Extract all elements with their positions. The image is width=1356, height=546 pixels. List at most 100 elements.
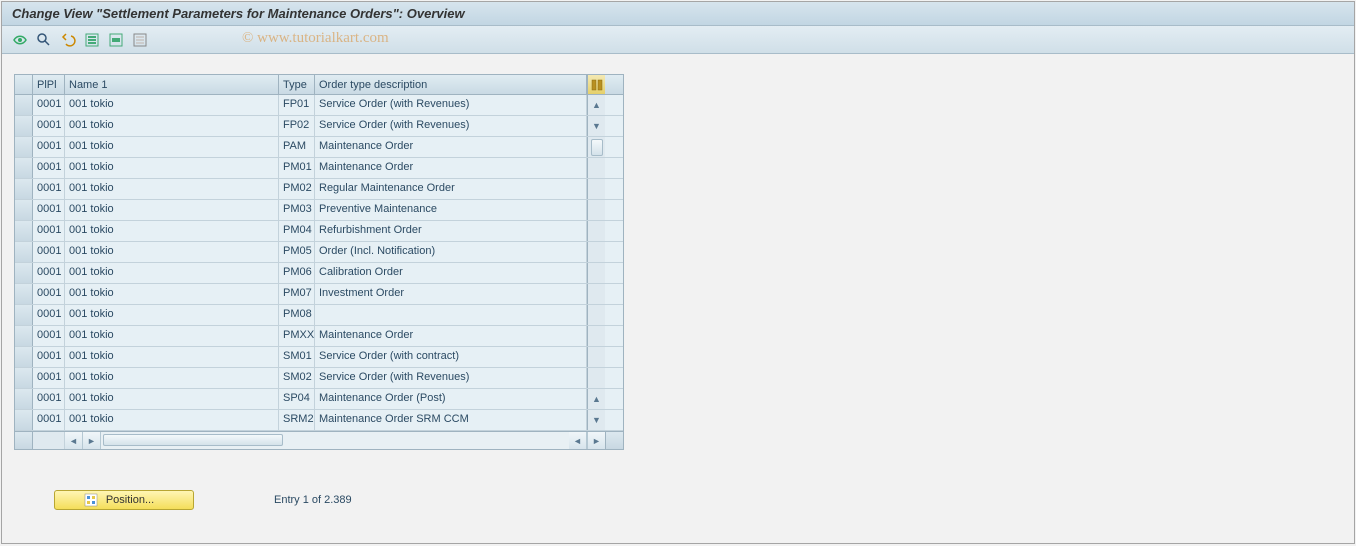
cell-desc[interactable]: Maintenance Order	[315, 158, 587, 178]
cell-type[interactable]: PM05	[279, 242, 315, 262]
vscroll-cell[interactable]: ▼	[587, 410, 605, 430]
cell-desc[interactable]: Refurbishment Order	[315, 221, 587, 241]
table-row[interactable]: 0001001 tokioPAMMaintenance Order	[15, 137, 623, 158]
cell-desc[interactable]: Service Order (with contract)	[315, 347, 587, 367]
cell-name[interactable]: 001 tokio	[65, 284, 279, 304]
cell-plpl[interactable]: 0001	[33, 179, 65, 199]
cell-type[interactable]: SP04	[279, 389, 315, 409]
vscroll-cell[interactable]: ▲	[587, 95, 605, 115]
table-row[interactable]: 0001001 tokioPMXXMaintenance Order	[15, 326, 623, 347]
table-row[interactable]: 0001001 tokioPM06Calibration Order	[15, 263, 623, 284]
cell-desc[interactable]	[315, 305, 587, 325]
cell-desc[interactable]: Maintenance Order SRM CCM	[315, 410, 587, 430]
hscroll-track[interactable]	[101, 432, 569, 449]
cell-plpl[interactable]: 0001	[33, 116, 65, 136]
cell-plpl[interactable]: 0001	[33, 389, 65, 409]
cell-name[interactable]: 001 tokio	[65, 116, 279, 136]
scroll-right-icon[interactable]: ►	[83, 432, 101, 449]
cell-plpl[interactable]: 0001	[33, 410, 65, 430]
row-selector[interactable]	[15, 326, 33, 346]
table-row[interactable]: 0001001 tokioPM01Maintenance Order	[15, 158, 623, 179]
cell-plpl[interactable]: 0001	[33, 326, 65, 346]
cell-type[interactable]: PMXX	[279, 326, 315, 346]
cell-name[interactable]: 001 tokio	[65, 368, 279, 388]
row-selector[interactable]	[15, 284, 33, 304]
col-header-desc[interactable]: Order type description	[315, 75, 587, 94]
position-button[interactable]: Position...	[54, 490, 194, 510]
row-selector[interactable]	[15, 263, 33, 283]
table-row[interactable]: 0001001 tokioPM05Order (Incl. Notificati…	[15, 242, 623, 263]
cell-type[interactable]: PM01	[279, 158, 315, 178]
cell-name[interactable]: 001 tokio	[65, 179, 279, 199]
other-view-icon[interactable]	[10, 30, 30, 50]
cell-desc[interactable]: Calibration Order	[315, 263, 587, 283]
cell-plpl[interactable]: 0001	[33, 200, 65, 220]
row-selector[interactable]	[15, 242, 33, 262]
cell-plpl[interactable]: 0001	[33, 137, 65, 157]
cell-type[interactable]: SM01	[279, 347, 315, 367]
select-all-column[interactable]	[15, 75, 33, 94]
row-selector[interactable]	[15, 368, 33, 388]
cell-type[interactable]: FP02	[279, 116, 315, 136]
row-selector[interactable]	[15, 221, 33, 241]
cell-desc[interactable]: Regular Maintenance Order	[315, 179, 587, 199]
scroll-left2-icon[interactable]: ◄	[569, 432, 587, 449]
cell-type[interactable]: PM03	[279, 200, 315, 220]
undo-icon[interactable]	[58, 30, 78, 50]
find-icon[interactable]	[34, 30, 54, 50]
col-header-plpl[interactable]: PlPl	[33, 75, 65, 94]
cell-name[interactable]: 001 tokio	[65, 347, 279, 367]
row-selector[interactable]	[15, 200, 33, 220]
row-selector[interactable]	[15, 179, 33, 199]
cell-name[interactable]: 001 tokio	[65, 305, 279, 325]
configure-columns-icon[interactable]	[587, 75, 605, 94]
row-selector[interactable]	[15, 95, 33, 115]
table-row[interactable]: 0001001 tokioSRM2Maintenance Order SRM C…	[15, 410, 623, 431]
row-selector[interactable]	[15, 116, 33, 136]
row-selector[interactable]	[15, 389, 33, 409]
deselect-all-icon[interactable]	[130, 30, 150, 50]
table-row[interactable]: 0001001 tokioSM01Service Order (with con…	[15, 347, 623, 368]
cell-desc[interactable]: Maintenance Order	[315, 326, 587, 346]
row-selector[interactable]	[15, 305, 33, 325]
vscroll-cell[interactable]: ▲	[587, 389, 605, 409]
cell-name[interactable]: 001 tokio	[65, 410, 279, 430]
cell-type[interactable]: PM08	[279, 305, 315, 325]
cell-name[interactable]: 001 tokio	[65, 389, 279, 409]
table-row[interactable]: 0001001 tokioPM02Regular Maintenance Ord…	[15, 179, 623, 200]
row-selector[interactable]	[15, 158, 33, 178]
cell-plpl[interactable]: 0001	[33, 305, 65, 325]
cell-type[interactable]: SM02	[279, 368, 315, 388]
cell-name[interactable]: 001 tokio	[65, 242, 279, 262]
hscroll-thumb[interactable]	[103, 434, 283, 446]
select-block-icon[interactable]	[106, 30, 126, 50]
table-row[interactable]: 0001001 tokioPM08	[15, 305, 623, 326]
cell-desc[interactable]: Investment Order	[315, 284, 587, 304]
cell-desc[interactable]: Order (Incl. Notification)	[315, 242, 587, 262]
scroll-left-icon[interactable]: ◄	[65, 432, 83, 449]
cell-name[interactable]: 001 tokio	[65, 137, 279, 157]
cell-desc[interactable]: Service Order (with Revenues)	[315, 95, 587, 115]
row-selector[interactable]	[15, 410, 33, 430]
cell-type[interactable]: PM02	[279, 179, 315, 199]
cell-type[interactable]: PM07	[279, 284, 315, 304]
cell-plpl[interactable]: 0001	[33, 284, 65, 304]
cell-desc[interactable]: Maintenance Order (Post)	[315, 389, 587, 409]
cell-desc[interactable]: Service Order (with Revenues)	[315, 116, 587, 136]
cell-name[interactable]: 001 tokio	[65, 158, 279, 178]
cell-type[interactable]: PM04	[279, 221, 315, 241]
cell-plpl[interactable]: 0001	[33, 158, 65, 178]
col-header-name[interactable]: Name 1	[65, 75, 279, 94]
cell-plpl[interactable]: 0001	[33, 347, 65, 367]
cell-desc[interactable]: Preventive Maintenance	[315, 200, 587, 220]
cell-type[interactable]: FP01	[279, 95, 315, 115]
table-row[interactable]: 0001001 tokioFP01Service Order (with Rev…	[15, 95, 623, 116]
table-row[interactable]: 0001001 tokioPM03Preventive Maintenance	[15, 200, 623, 221]
col-header-type[interactable]: Type	[279, 75, 315, 94]
cell-plpl[interactable]: 0001	[33, 221, 65, 241]
table-row[interactable]: 0001001 tokioSP04Maintenance Order (Post…	[15, 389, 623, 410]
cell-plpl[interactable]: 0001	[33, 368, 65, 388]
cell-name[interactable]: 001 tokio	[65, 326, 279, 346]
cell-type[interactable]: SRM2	[279, 410, 315, 430]
cell-type[interactable]: PAM	[279, 137, 315, 157]
